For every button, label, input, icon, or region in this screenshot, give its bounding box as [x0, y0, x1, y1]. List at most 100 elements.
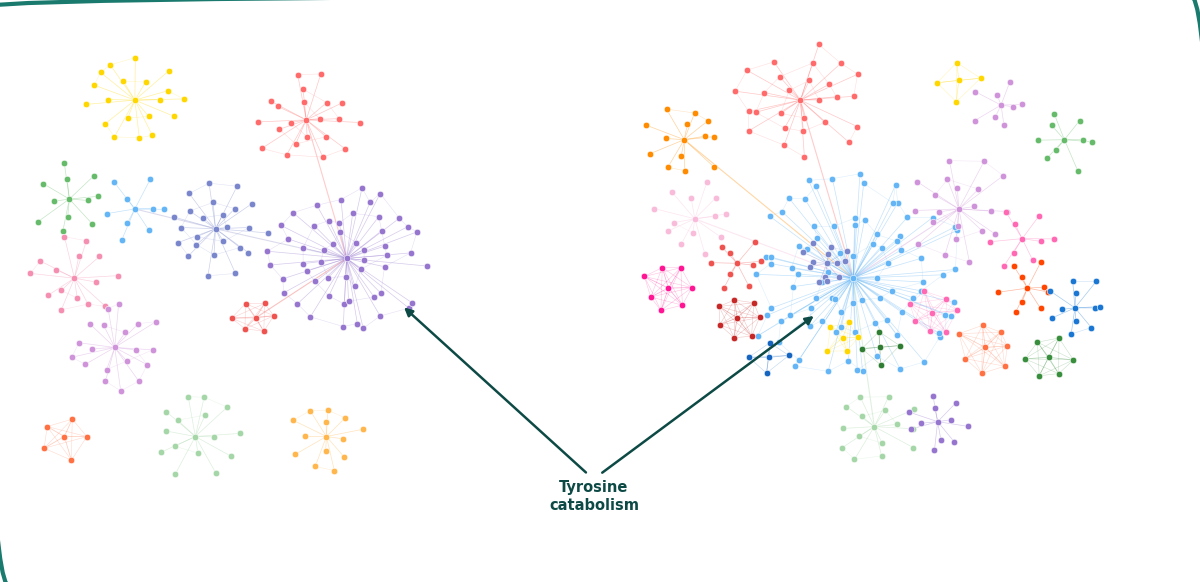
Point [160, 66, 179, 76]
Point [652, 306, 671, 315]
Point [262, 97, 281, 106]
Point [888, 237, 907, 246]
Point [1013, 272, 1032, 282]
Point [712, 242, 731, 251]
Point [96, 119, 115, 129]
Point [925, 446, 944, 455]
Point [374, 262, 394, 271]
Point [104, 132, 124, 141]
Point [296, 115, 316, 125]
Point [286, 139, 305, 148]
Point [278, 235, 298, 244]
Point [924, 217, 943, 226]
Point [796, 194, 815, 204]
Point [779, 351, 798, 360]
Point [791, 95, 810, 105]
Point [847, 365, 866, 375]
Point [230, 243, 250, 252]
Point [868, 352, 887, 361]
Point [1040, 286, 1060, 296]
Point [194, 392, 214, 402]
Point [168, 416, 187, 425]
Point [823, 174, 842, 183]
Point [659, 162, 678, 172]
Point [146, 317, 166, 327]
Point [1042, 120, 1061, 130]
Point [673, 300, 692, 310]
Point [1038, 154, 1057, 163]
Point [277, 150, 296, 159]
Point [187, 232, 206, 242]
Point [1031, 257, 1050, 267]
Point [714, 283, 733, 293]
Point [58, 175, 77, 184]
Point [154, 205, 173, 214]
Point [136, 77, 155, 87]
Point [319, 291, 338, 300]
Point [925, 403, 944, 413]
Point [179, 392, 198, 402]
Point [788, 269, 808, 279]
Point [55, 158, 74, 168]
Point [360, 198, 379, 207]
Point [725, 333, 744, 342]
Point [226, 269, 245, 278]
Point [96, 301, 115, 311]
Point [78, 300, 97, 309]
Point [997, 341, 1016, 350]
Point [38, 291, 58, 300]
Point [948, 226, 967, 235]
Point [204, 432, 223, 442]
Point [239, 248, 258, 257]
Point [1018, 283, 1037, 293]
Point [864, 239, 883, 249]
Point [318, 406, 337, 415]
Point [1090, 302, 1109, 311]
Point [944, 437, 964, 446]
Point [335, 452, 354, 462]
Point [844, 251, 863, 260]
Point [331, 195, 350, 204]
Point [1004, 261, 1024, 270]
Point [913, 278, 932, 287]
Point [989, 288, 1008, 297]
Point [1004, 249, 1024, 258]
Point [936, 250, 955, 259]
Point [938, 175, 958, 184]
Point [80, 320, 100, 329]
Point [782, 264, 802, 273]
Text: Tyrosine
catabolism: Tyrosine catabolism [550, 480, 640, 513]
Point [635, 272, 654, 281]
Point [803, 239, 822, 248]
Point [204, 250, 223, 260]
Point [288, 70, 307, 79]
Point [750, 313, 769, 322]
Point [312, 257, 331, 267]
Point [31, 256, 50, 265]
Point [793, 248, 812, 257]
Point [338, 297, 358, 306]
Point [816, 272, 835, 281]
Point [644, 204, 664, 213]
Point [353, 183, 372, 193]
Point [683, 283, 702, 292]
Point [888, 198, 907, 207]
Point [671, 263, 690, 272]
Point [187, 240, 206, 249]
Point [707, 193, 726, 203]
Point [845, 455, 864, 464]
Point [832, 307, 851, 317]
Point [1013, 100, 1032, 109]
Point [29, 217, 48, 226]
Point [214, 210, 233, 219]
Point [306, 277, 325, 286]
Point [780, 86, 799, 95]
Point [940, 156, 959, 165]
Point [1000, 77, 1019, 87]
Point [656, 105, 676, 114]
Point [845, 214, 864, 223]
Point [330, 228, 349, 237]
Point [761, 259, 780, 268]
Point [126, 53, 145, 62]
Point [914, 357, 934, 367]
